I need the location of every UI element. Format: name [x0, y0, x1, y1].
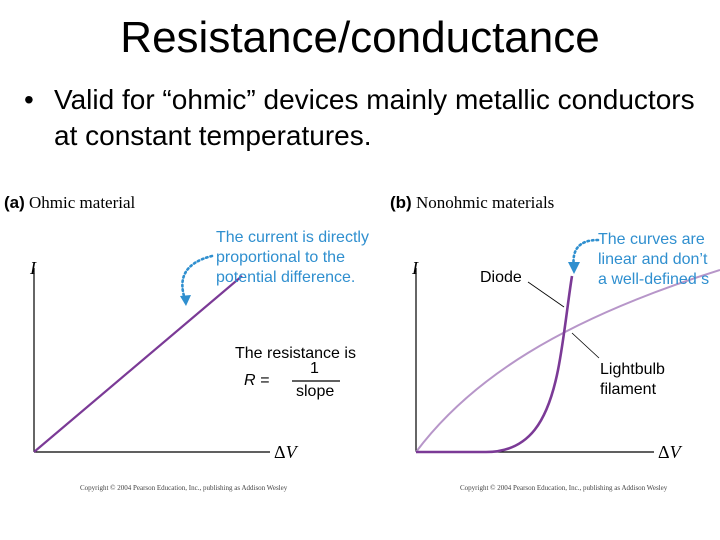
figure-b-pointer-arrow [572, 238, 600, 270]
figure-a-ohmic-line [33, 275, 243, 453]
formula-denominator: slope [296, 383, 335, 400]
figure-a-note-line-1: The current is directly [216, 229, 369, 246]
figure-b-diode-curve [416, 275, 574, 454]
bullet-text: Valid for “ohmic” devices mainly metalli… [54, 84, 695, 151]
bullet-marker: • [24, 84, 34, 115]
figure-b-copyright: Copyright © 2004 Pearson Education, Inc.… [460, 484, 668, 492]
figure-b-title: (b) Nonohmic materials [390, 193, 554, 213]
diode-label: Diode [480, 269, 522, 286]
lightbulb-label: Lightbulb filament [600, 360, 665, 400]
diode-leader-line [527, 281, 565, 308]
figure-a-y-label: I [30, 258, 36, 278]
figure-b-lightbulb-curve [415, 269, 720, 453]
figure-a-note: The current is directly proportional to … [216, 228, 369, 288]
figure-a-pointer-arrow [181, 254, 214, 304]
formula-lhs: R = [244, 372, 270, 389]
figure-a-x-label: ΔV [274, 442, 297, 463]
lightbulb-label-line-1: Lightbulb [600, 361, 665, 378]
figure-a-title: (a) Ohmic material [4, 193, 135, 213]
figure-b-note-clip: The curves are linear and don’t a well-d… [598, 230, 720, 296]
figure-b-arrowhead [568, 262, 580, 274]
figure-b-note-line-3: a well-defined s [598, 271, 710, 288]
figure-a-arrowhead [180, 295, 191, 306]
lightbulb-label-line-2: filament [600, 381, 657, 398]
figure-b-note: The curves are linear and don’t a well-d… [598, 230, 709, 290]
voltage-symbol: V [285, 442, 297, 462]
figure-b-tag: (b) [390, 193, 412, 212]
figure-a-tag: (a) [4, 193, 25, 212]
figure-a-title-text: Ohmic material [29, 193, 136, 212]
figure-b-note-line-1: The curves are [598, 231, 705, 248]
slide-title: Resistance/conductance [120, 13, 600, 62]
figure-a-note-line-2: proportional to the [216, 249, 345, 266]
voltage-symbol: V [669, 442, 681, 462]
figure-b-y-label: I [412, 258, 418, 278]
formula-numerator: 1 [310, 360, 319, 377]
bulb-leader-line [571, 332, 600, 359]
figure-b-note-line-2: linear and don’t [598, 251, 708, 268]
figure-b-title-text: Nonohmic materials [415, 193, 555, 212]
figure-a-copyright: Copyright © 2004 Pearson Education, Inc.… [80, 484, 288, 492]
delta-symbol: Δ [274, 442, 286, 462]
delta-symbol: Δ [658, 442, 670, 462]
figure-a-note-line-3: potential difference. [216, 269, 356, 286]
resistance-label: The resistance is [235, 345, 356, 362]
figure-b-x-label: ΔV [658, 442, 681, 463]
